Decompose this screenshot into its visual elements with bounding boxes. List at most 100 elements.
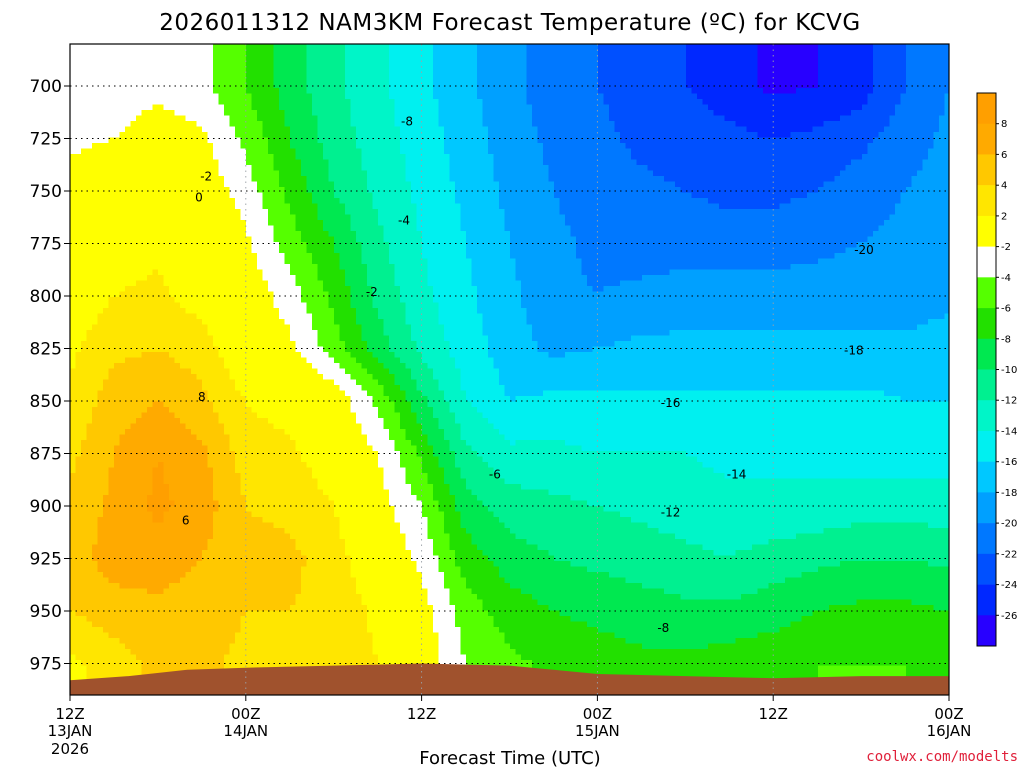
temperature-cell: [559, 203, 566, 210]
temperature-cell: [669, 115, 676, 122]
temperature-cell: [779, 121, 786, 127]
temperature-cell: [724, 115, 731, 122]
temperature-cell: [97, 71, 104, 78]
temperature-cell: [482, 82, 489, 89]
temperature-cell: [906, 181, 912, 188]
temperature-cell: [246, 115, 252, 122]
temperature-cell: [763, 104, 769, 111]
temperature-cell: [301, 49, 307, 56]
temperature-cell: [75, 49, 82, 56]
temperature-cell: [92, 181, 98, 188]
temperature-cell: [829, 115, 835, 122]
temperature-cell: [273, 203, 280, 210]
temperature-cell: [119, 176, 126, 182]
temperature-cell: [834, 121, 841, 127]
temperature-cell: [614, 154, 621, 160]
temperature-cell: [433, 82, 439, 89]
temperature-cell: [785, 93, 791, 100]
temperature-cell: [823, 88, 830, 94]
temperature-cell: [207, 104, 214, 111]
temperature-cell: [70, 170, 76, 177]
plot-area: -8-20-4-2-20-18-168-6 -146-12-8: [69, 43, 950, 696]
temperature-cell: [405, 143, 412, 149]
temperature-cell: [818, 165, 824, 171]
temperature-cell: [378, 121, 384, 127]
temperature-cell: [86, 159, 93, 166]
temperature-cell: [180, 49, 186, 56]
temperature-cell: [680, 88, 687, 94]
temperature-cell: [361, 176, 368, 182]
temperature-cell: [207, 154, 214, 160]
temperature-cell: [642, 137, 648, 144]
temperature-cell: [202, 55, 208, 61]
temperature-cell: [279, 198, 285, 204]
temperature-cell: [779, 165, 786, 171]
temperature-cell: [268, 143, 274, 149]
temperature-cell: [306, 181, 313, 188]
temperature-cell: [609, 82, 615, 89]
temperature-cell: [779, 181, 786, 188]
temperature-cell: [235, 110, 241, 116]
temperature-cell: [174, 203, 181, 210]
temperature-cell: [471, 44, 478, 50]
temperature-cell: [620, 99, 626, 105]
temperature-cell: [735, 44, 742, 50]
temperature-cell: [900, 148, 907, 155]
temperature-cell: [680, 104, 687, 111]
temperature-cell: [141, 77, 148, 83]
temperature-cell: [790, 209, 797, 215]
temperature-cell: [312, 71, 318, 78]
temperature-cell: [438, 110, 445, 116]
temperature-cell: [70, 159, 76, 166]
temperature-cell: [757, 154, 764, 160]
temperature-cell: [108, 121, 115, 127]
temperature-cell: [466, 44, 472, 50]
temperature-cell: [521, 198, 527, 204]
temperature-cell: [339, 165, 346, 171]
temperature-cell: [350, 121, 357, 127]
temperature-cell: [768, 93, 775, 100]
temperature-cell: [642, 126, 648, 133]
temperature-cell: [394, 115, 401, 122]
temperature-cell: [438, 170, 445, 177]
temperature-cell: [356, 170, 362, 177]
temperature-cell: [603, 55, 610, 61]
temperature-cell: [829, 71, 835, 78]
temperature-cell: [119, 143, 126, 149]
temperature-cell: [818, 44, 824, 50]
temperature-cell: [444, 192, 450, 199]
temperature-cell: [125, 181, 131, 188]
temperature-cell: [240, 115, 247, 122]
temperature-cell: [191, 88, 197, 94]
temperature-cell: [152, 181, 159, 188]
temperature-cell: [103, 209, 109, 215]
temperature-cell: [279, 209, 285, 215]
temperature-cell: [504, 44, 511, 50]
temperature-cell: [862, 181, 868, 188]
temperature-cell: [521, 132, 527, 138]
temperature-cell: [493, 88, 500, 94]
temperature-cell: [284, 126, 291, 133]
temperature-cell: [878, 77, 885, 83]
temperature-cell: [592, 203, 599, 210]
temperature-cell: [499, 115, 505, 122]
temperature-cell: [273, 176, 280, 182]
temperature-cell: [922, 165, 929, 171]
temperature-cell: [235, 198, 241, 204]
temperature-cell: [878, 60, 885, 67]
temperature-cell: [735, 49, 742, 56]
temperature-cell: [570, 159, 577, 166]
temperature-cell: [757, 115, 764, 122]
temperature-cell: [312, 181, 318, 188]
temperature-cell: [356, 104, 362, 111]
temperature-cell: [521, 115, 527, 122]
temperature-cell: [466, 198, 472, 204]
temperature-cell: [625, 159, 632, 166]
temperature-cell: [163, 71, 170, 78]
temperature-cell: [301, 148, 307, 155]
temperature-cell: [268, 192, 274, 199]
temperature-cell: [664, 77, 670, 83]
temperature-cell: [939, 143, 945, 149]
temperature-cell: [383, 176, 390, 182]
temperature-cell: [521, 165, 527, 171]
